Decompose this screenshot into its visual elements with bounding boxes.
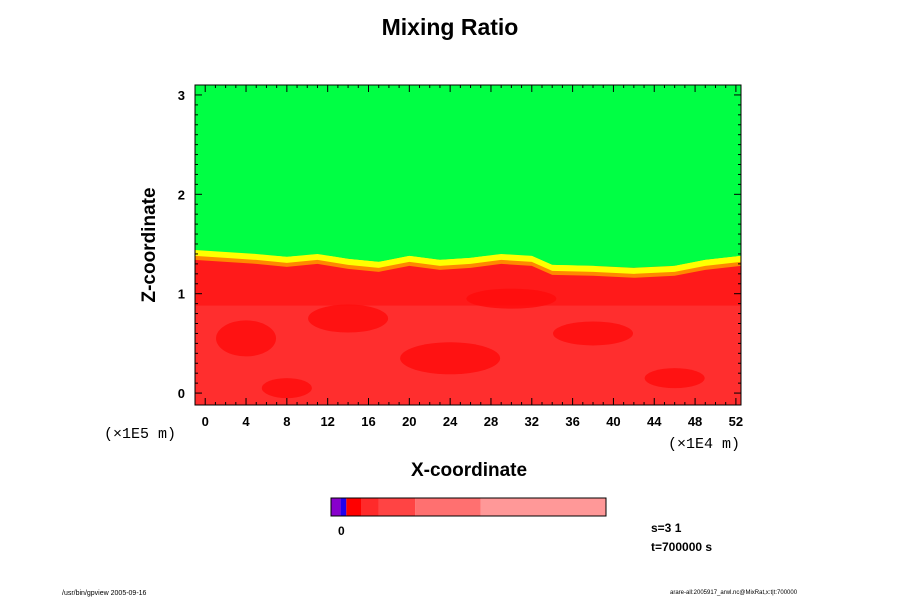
colorbar-segment-3	[361, 498, 379, 516]
colorbar-segment-0	[331, 498, 341, 516]
stats-s: s=3 1	[651, 521, 682, 535]
upper-green-layer	[195, 85, 741, 268]
plot-frame	[194, 84, 742, 406]
x-tick-label: 4	[242, 414, 250, 429]
swirl-6	[466, 288, 557, 309]
colorbar	[330, 497, 607, 517]
colorbar-frame	[330, 497, 607, 517]
x-scale-note: (×1E4 m)	[668, 436, 741, 453]
colorbar-segment-1	[340, 498, 347, 516]
swirl-5	[261, 378, 312, 399]
footer-left: /usr/bin/gpview 2005-09-16	[62, 590, 147, 597]
x-tick-label: 24	[443, 414, 458, 429]
footer-right: arare-all:2005917_arwl.nc@MixRat,x:t|t:7…	[670, 590, 798, 596]
y-tick-label: 0	[178, 386, 185, 401]
x-tick-label: 52	[729, 414, 743, 429]
swirl-3	[553, 321, 634, 346]
x-tick-label: 40	[606, 414, 620, 429]
y-tick-label: 3	[178, 88, 185, 103]
x-tick-label: 28	[484, 414, 498, 429]
colorbar-segment-4	[378, 498, 416, 516]
x-tick-label: 16	[361, 414, 375, 429]
colorbar-segment-5	[415, 498, 481, 516]
x-tick-label: 20	[402, 414, 416, 429]
x-tick-label: 8	[283, 414, 290, 429]
x-tick-label: 36	[565, 414, 579, 429]
colorbar-zero-label: 0	[338, 524, 345, 538]
swirl-2	[400, 342, 501, 375]
x-tick-label: 32	[525, 414, 539, 429]
chart-title: Mixing Ratio	[381, 14, 519, 40]
plot-field	[195, 85, 741, 405]
colorbar-segment-2	[346, 498, 362, 516]
x-tick-label: 44	[647, 414, 662, 429]
swirl-0	[216, 320, 277, 357]
x-tick-label: 12	[320, 414, 334, 429]
swirl-1	[308, 304, 389, 333]
x-tick-label: 0	[202, 414, 209, 429]
stats-t: t=700000 s	[651, 540, 713, 554]
y-axis-label: Z-coordinate	[139, 187, 160, 303]
colorbar-segment-6	[480, 498, 606, 516]
swirl-4	[644, 368, 705, 389]
y-tick-label: 1	[178, 287, 185, 302]
y-scale-note: (×1E5 m)	[104, 426, 177, 443]
x-tick-label: 48	[688, 414, 702, 429]
x-axis-label: X-coordinate	[410, 460, 528, 481]
y-tick-label: 2	[178, 187, 185, 202]
